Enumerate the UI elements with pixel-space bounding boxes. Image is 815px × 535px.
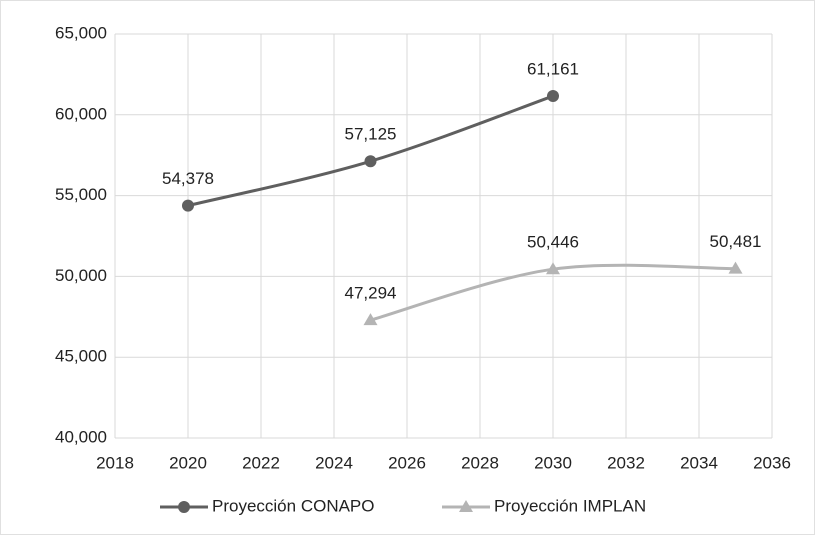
legend-marker [459,500,473,512]
x-tick-label: 2022 [242,453,280,472]
point [182,199,194,212]
x-tick-label: 2026 [388,453,426,472]
x-tick-label: 2036 [753,453,791,472]
y-tick-label: 45,000 [55,347,107,366]
x-tick-label: 2020 [169,453,207,472]
x-tick-label: 2028 [461,453,499,472]
value-label: 50,481 [710,232,762,251]
y-tick-label: 40,000 [55,427,107,446]
point [728,261,743,274]
point [546,262,560,275]
point [364,155,377,168]
legend-label: Proyección IMPLAN [494,496,646,515]
value-label: 61,161 [527,60,579,79]
y-tick-label: 60,000 [55,104,107,123]
x-tick-label: 2034 [680,453,718,472]
y-tick-label: 55,000 [55,185,107,204]
value-label: 50,446 [527,233,579,252]
x-tick-label: 2018 [96,453,134,472]
value-label: 57,125 [345,125,397,144]
legend-label: Proyección CONAPO [212,496,375,515]
value-label: 54,378 [162,169,214,188]
point [363,313,378,326]
y-tick-label: 65,000 [55,23,107,42]
point [547,90,559,103]
legend-marker [178,501,190,513]
x-tick-label: 2032 [607,453,645,472]
x-tick-label: 2030 [534,453,572,472]
value-label: 47,294 [345,284,397,303]
y-tick-label: 50,000 [55,266,107,285]
x-tick-label: 2024 [315,453,353,472]
